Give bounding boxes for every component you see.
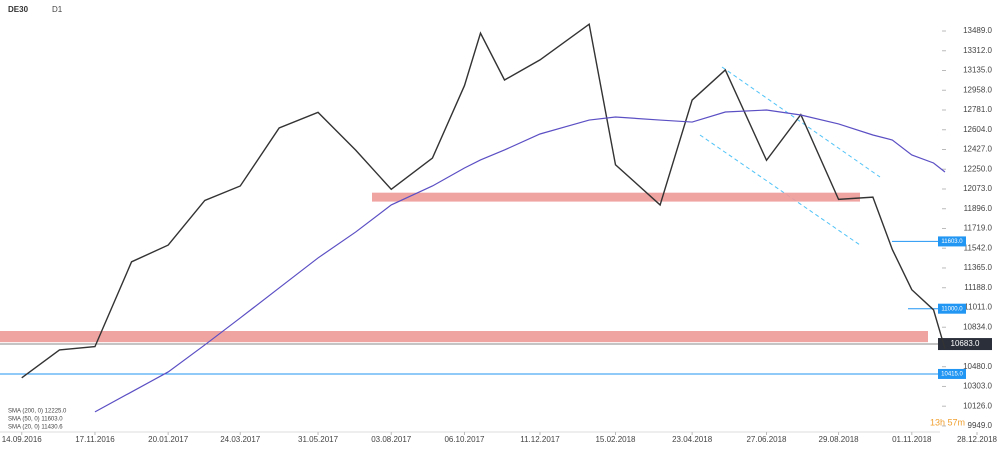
x-tick-label: 24.03.2017: [220, 435, 261, 444]
y-tick-label: 11719.0: [964, 224, 993, 233]
y-tick-label: 13489.0: [963, 26, 992, 35]
x-tick-label: 06.10.2017: [444, 435, 485, 444]
y-tick-label: 11542.0: [964, 243, 993, 252]
y-tick-label: 13312.0: [963, 46, 992, 55]
x-tick-label: 20.01.2017: [148, 435, 189, 444]
level-tag: [938, 303, 966, 314]
y-tick-label: 9949.0: [968, 421, 993, 430]
current-label: 10683.0: [951, 339, 980, 348]
timer: 13h 57m: [930, 417, 965, 427]
price-line: [21, 22, 946, 379]
x-tick-label: 01.11.2018: [892, 435, 932, 444]
y-tick-label: 10834.0: [963, 322, 992, 331]
legend-entry: SMA (50, 0) 11603.0: [8, 417, 63, 423]
y-tick-label: 12781.0: [963, 105, 992, 114]
level-tag: [938, 236, 966, 247]
y-tick-label: 12427.0: [963, 145, 992, 154]
x-tick-label: 15.02.2018: [595, 435, 636, 444]
y-tick-label: 10480.0: [963, 362, 992, 371]
level-label: 10415.0: [941, 372, 963, 378]
trendline: [699, 134, 861, 246]
x-tick-label: 17.11.2016: [75, 435, 115, 444]
legend-entry: SMA (20, 0) 11430.6: [8, 425, 63, 431]
x-tick-label: 03.08.2017: [371, 435, 412, 444]
x-tick-label: 27.06.2018: [746, 435, 787, 444]
y-tick-label: 13135.0: [963, 66, 992, 75]
y-tick-label: 11011.0: [964, 303, 992, 312]
level-label: 11000.0: [941, 306, 963, 312]
y-tick-label: 11188.0: [964, 283, 992, 292]
y-tick-label: 11896.0: [964, 204, 993, 213]
x-tick-label: 14.09.2016: [2, 435, 43, 444]
trendline: [721, 66, 881, 178]
x-tick-label: 28.12.2018: [957, 435, 998, 444]
level-tag: [938, 368, 966, 379]
x-tick-label: 23.04.2018: [672, 435, 713, 444]
symbol: DE30: [8, 5, 29, 14]
y-tick-label: 12250.0: [963, 164, 992, 173]
current-tag: [938, 338, 992, 351]
x-tick-label: 31.05.2017: [298, 435, 339, 444]
y-tick-label: 12073.0: [963, 184, 992, 193]
y-tick-label: 11365.0: [964, 263, 993, 272]
x-tick-label: 29.08.2018: [819, 435, 860, 444]
y-tick-label: 12958.0: [963, 85, 992, 94]
timeframe: D1: [52, 5, 63, 14]
legend-entry: SMA (200, 0) 12225.0: [8, 409, 67, 415]
level-label: 11603.0: [941, 239, 963, 245]
y-tick-label: 12604.0: [963, 125, 992, 134]
support-zone: [0, 331, 928, 343]
x-tick-label: 11.12.2017: [520, 435, 560, 444]
y-tick-label: 10126.0: [963, 401, 992, 410]
support-zone: [372, 192, 860, 202]
y-tick-label: 10303.0: [963, 382, 992, 391]
sma-line: [94, 109, 946, 413]
